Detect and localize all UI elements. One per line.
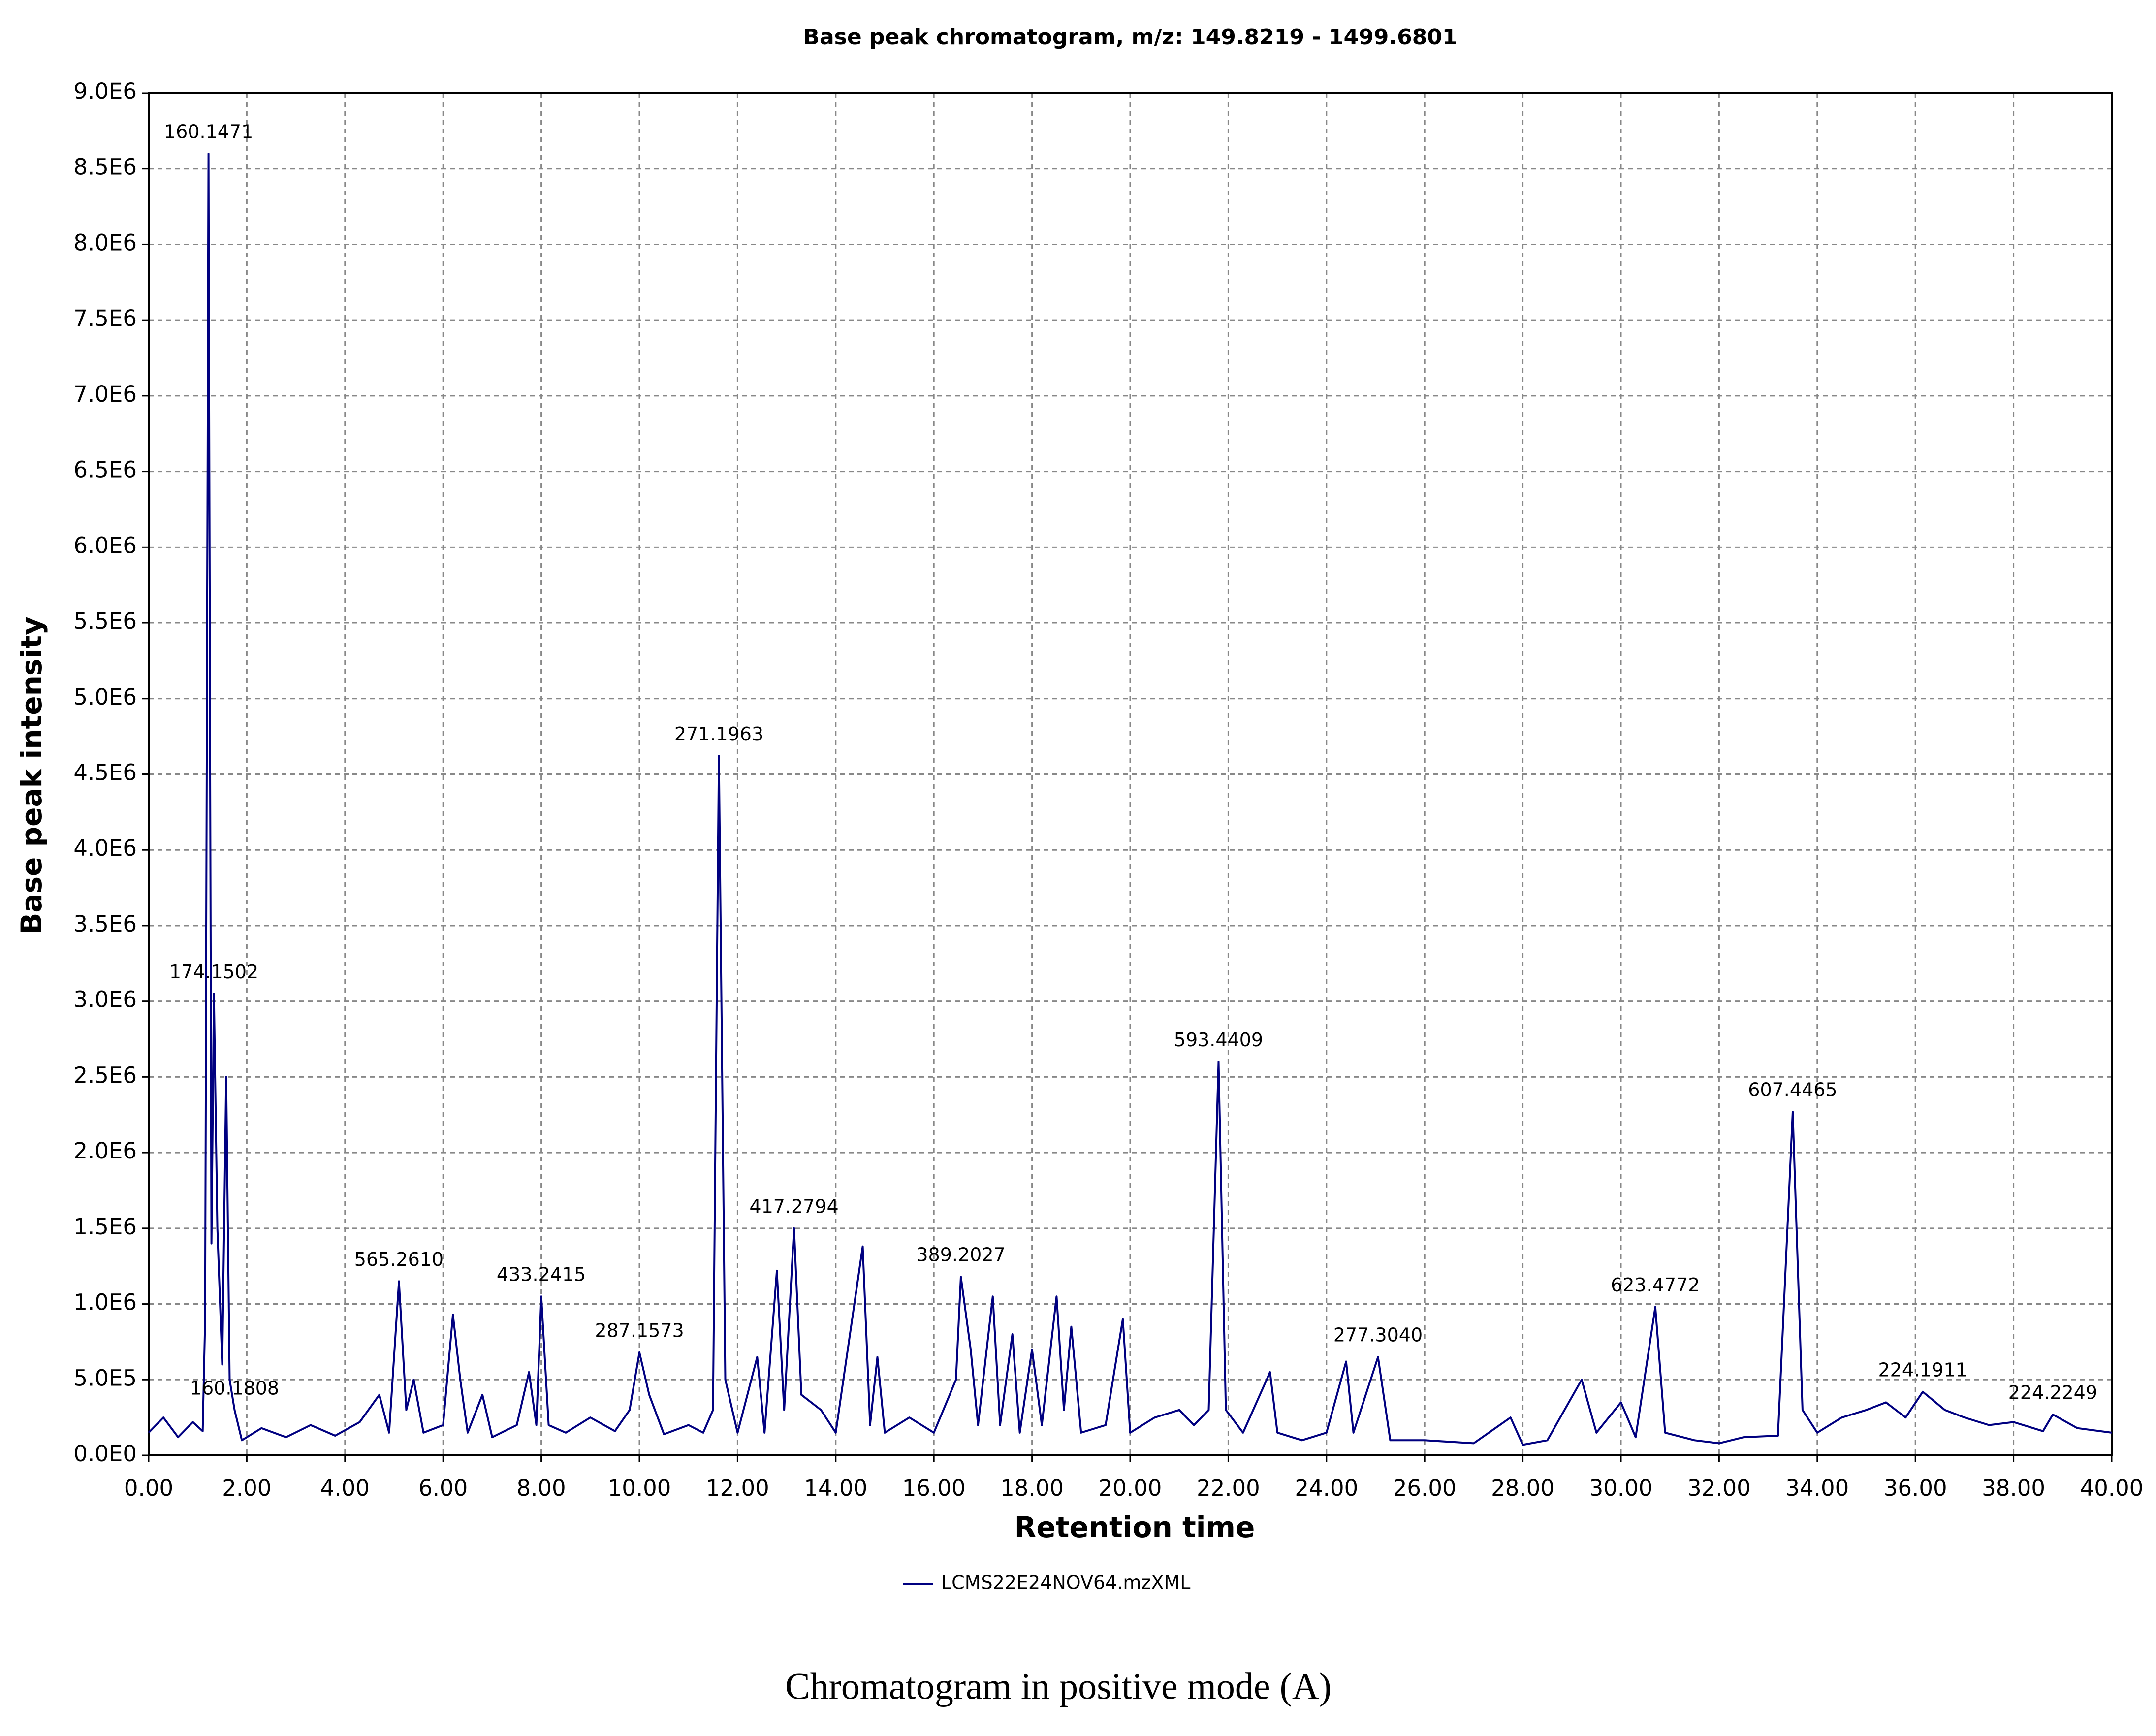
data-line — [148, 153, 2112, 1446]
x-tick-label: 26.00 — [1393, 1475, 1457, 1501]
x-tick-label: 36.00 — [1884, 1475, 1947, 1501]
y-tick-label: 3.5E6 — [73, 911, 137, 937]
y-tick-label: 2.0E6 — [73, 1138, 137, 1164]
x-tick-label: 6.00 — [418, 1475, 468, 1501]
peak-annotation: 287.1573 — [595, 1319, 684, 1341]
peak-annotation: 271.1963 — [674, 723, 763, 745]
plot-frame — [148, 92, 2113, 1456]
x-tick-label: 30.00 — [1589, 1475, 1653, 1501]
x-tick-label: 32.00 — [1687, 1475, 1751, 1501]
peak-annotation: 593.4409 — [1174, 1029, 1263, 1051]
x-tick-label: 40.00 — [2080, 1475, 2144, 1501]
x-tick-label: 2.00 — [222, 1475, 271, 1501]
y-tick-label: 5.5E6 — [73, 608, 137, 634]
x-tick-label: 34.00 — [1785, 1475, 1849, 1501]
x-tick-label: 16.00 — [902, 1475, 966, 1501]
x-tick-label: 4.00 — [320, 1475, 370, 1501]
y-tick-label: 6.0E6 — [73, 532, 137, 558]
peak-annotation: 160.1808 — [190, 1377, 279, 1399]
y-tick-label: 1.0E6 — [73, 1289, 137, 1316]
peak-annotation: 433.2415 — [497, 1264, 586, 1286]
y-tick-label: 3.0E6 — [73, 987, 137, 1013]
y-axis-label: Base peak intensity — [15, 616, 48, 934]
y-tick-label: 8.0E6 — [73, 229, 137, 256]
y-tick-label: 5.0E6 — [73, 684, 137, 710]
y-tick-label: 1.5E6 — [73, 1214, 137, 1240]
peak-annotation: 607.4465 — [1748, 1079, 1837, 1101]
x-axis-label: Retention time — [1015, 1511, 1255, 1544]
y-tick-label: 8.5E6 — [73, 154, 137, 180]
y-tick-label: 2.5E6 — [73, 1062, 137, 1088]
y-tick-label: 6.5E6 — [73, 457, 137, 483]
peak-annotation: 277.3040 — [1333, 1324, 1423, 1346]
y-tick-label: 7.5E6 — [73, 305, 137, 331]
y-tick-label: 5.0E5 — [73, 1365, 137, 1391]
caption: Chromatogram in positive mode (A) — [785, 1666, 1332, 1707]
peak-annotation: 174.1502 — [169, 961, 258, 983]
peak-annotation: 565.2610 — [354, 1249, 444, 1270]
y-tick-label: 0.0E0 — [73, 1441, 137, 1467]
chart-title: Base peak chromatogram, m/z: 149.8219 - … — [803, 25, 1457, 50]
x-tick-label: 28.00 — [1491, 1475, 1554, 1501]
y-tick-label: 9.0E6 — [73, 78, 137, 104]
peak-annotation: 160.1471 — [164, 121, 253, 142]
y-tick-label: 4.0E6 — [73, 835, 137, 861]
x-tick-label: 10.00 — [608, 1475, 671, 1501]
x-tick-label: 22.00 — [1197, 1475, 1260, 1501]
x-tick-label: 18.00 — [1000, 1475, 1064, 1501]
y-tick-label: 7.0E6 — [73, 381, 137, 407]
x-tick-label: 38.00 — [1982, 1475, 2045, 1501]
peak-annotation: 224.2249 — [2008, 1382, 2097, 1403]
peak-annotation: 623.4772 — [1611, 1274, 1700, 1296]
x-tick-label: 12.00 — [706, 1475, 769, 1501]
x-tick-label: 8.00 — [516, 1475, 566, 1501]
y-tick-label: 4.5E6 — [73, 760, 137, 786]
peak-annotation: 224.1911 — [1878, 1359, 1967, 1381]
peak-annotation: 417.2794 — [749, 1195, 838, 1217]
legend-label: LCMS22E24NOV64.mzXML — [941, 1572, 1190, 1594]
peak-annotation: 389.2027 — [916, 1244, 1005, 1266]
x-tick-label: 14.00 — [804, 1475, 867, 1501]
x-tick-label: 24.00 — [1295, 1475, 1358, 1501]
x-tick-label: 0.00 — [124, 1475, 173, 1501]
x-tick-label: 20.00 — [1099, 1475, 1162, 1501]
